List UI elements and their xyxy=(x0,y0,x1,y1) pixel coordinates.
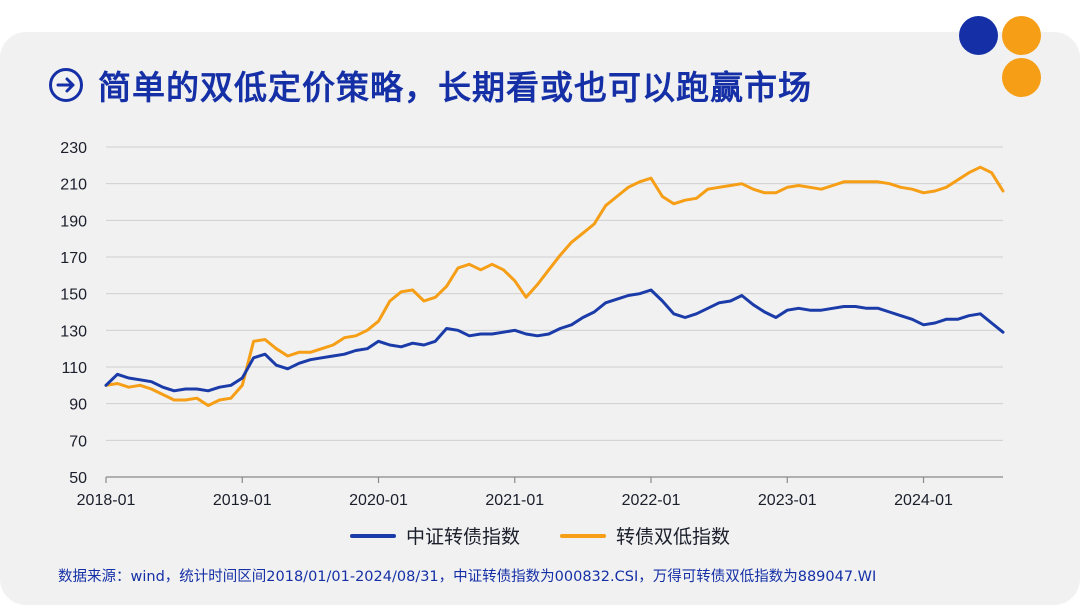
y-tick-label-50: 50 xyxy=(69,470,87,487)
chart-card xyxy=(0,32,1080,605)
y-tick-label-230: 230 xyxy=(60,140,87,157)
chart-legend: 中证转债指数 转债双低指数 xyxy=(0,522,1080,549)
y-tick-label-150: 150 xyxy=(60,287,87,304)
series-line-1 xyxy=(104,165,1005,407)
x-tick-label-2019-01: 2019-01 xyxy=(213,492,272,509)
y-tick-label-90: 90 xyxy=(69,397,87,414)
x-tick-label-2024-01: 2024-01 xyxy=(894,492,953,509)
arrow-right-circle-icon xyxy=(49,68,83,102)
x-tick-label-2018-01: 2018-01 xyxy=(77,492,136,509)
legend-label-navy: 中证转债指数 xyxy=(405,526,520,548)
y-tick-label-70: 70 xyxy=(69,433,87,450)
series-line-0 xyxy=(104,288,1005,393)
decor-dot-orange-bottom xyxy=(1002,58,1041,97)
decor-dot-orange-top xyxy=(1002,16,1041,55)
legend-item-navy: 中证转债指数 xyxy=(349,522,520,549)
legend-item-orange: 转债双低指数 xyxy=(560,522,730,549)
legend-label-orange: 转债双低指数 xyxy=(616,526,731,548)
y-tick-label-110: 110 xyxy=(61,360,87,377)
page-title: 简单的双低定价策略，长期看或也可以跑赢市场 xyxy=(98,68,812,107)
x-tick-label-2022-01: 2022-01 xyxy=(622,492,681,509)
x-tick-label-2021-01: 2021-01 xyxy=(485,492,544,509)
decor-dot-blue xyxy=(959,16,998,55)
source-footnote: 数据来源：wind，统计时间区间2018/01/01-2024/08/31，中证… xyxy=(58,569,877,585)
y-tick-label-170: 170 xyxy=(60,250,87,267)
legend-swatch-orange xyxy=(560,533,606,538)
legend-swatch-navy xyxy=(349,533,396,538)
y-tick-label-210: 210 xyxy=(60,177,87,194)
y-tick-label-130: 130 xyxy=(60,323,87,340)
title-block: 简单的双低定价策略，长期看或也可以跑赢市场 xyxy=(48,61,812,109)
x-tick-label-2023-01: 2023-01 xyxy=(758,492,817,509)
y-tick-label-190: 190 xyxy=(60,213,87,230)
x-tick-label-2020-01: 2020-01 xyxy=(349,492,408,509)
